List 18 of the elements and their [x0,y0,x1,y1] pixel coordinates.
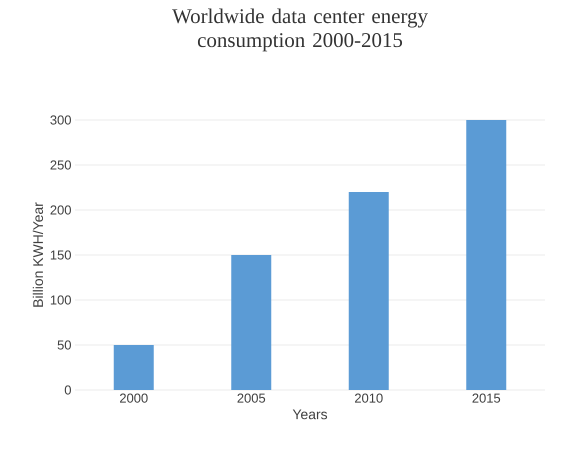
x-tick-label: 2015 [472,394,500,403]
y-tick-label: 300 [50,115,71,125]
y-tick-label: 50 [58,340,71,350]
x-tick-label: 2010 [355,394,383,403]
y-tick-label: 150 [50,250,71,260]
y-tick-label: 250 [50,160,71,170]
x-axis-title: Years [292,410,328,420]
y-tick-label: 100 [50,295,71,305]
y-tick-label: 200 [50,205,71,215]
bar [114,345,154,390]
bar [231,255,272,390]
bar [466,120,506,390]
x-tick-label: 2005 [238,394,266,403]
y-axis-title: Billion KWH/Year [32,202,44,307]
x-tick-label: 2000 [120,394,148,403]
chart-title: Worldwide data center energy consumption 2000-2015 [172,8,428,52]
y-tick-label: 0 [64,385,71,395]
bar [348,192,389,390]
